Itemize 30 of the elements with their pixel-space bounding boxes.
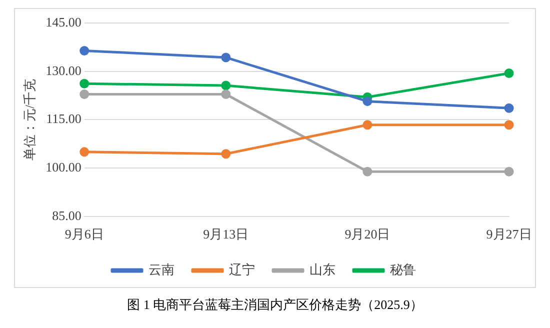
x-tick-label: 9月20日	[344, 226, 390, 242]
x-tick-label: 9月27日	[486, 226, 532, 242]
y-tick-label: 115.00	[46, 111, 82, 126]
point	[80, 147, 90, 157]
y-tick-label: 145.00	[46, 14, 82, 30]
legend-label: 辽宁	[229, 262, 255, 277]
y-tick-label: 100.00	[46, 159, 82, 174]
point	[80, 78, 90, 88]
point	[362, 120, 372, 130]
point	[504, 166, 514, 176]
y-tick-label: 130.00	[46, 62, 82, 78]
legend-label: 云南	[148, 262, 174, 277]
point	[80, 46, 90, 56]
legend-label: 山东	[310, 262, 336, 277]
point	[362, 96, 372, 106]
legend-label: 秘鲁	[390, 262, 416, 277]
x-tick-label: 9月6日	[64, 226, 104, 242]
y-axis-title: 单位：元/千克	[22, 78, 38, 161]
y-tick-label: 85.00	[52, 208, 82, 223]
text: 图 1 电商平台蓝莓主消国内产区价格走势（2025.9）	[126, 296, 424, 314]
point	[221, 80, 231, 90]
point	[80, 89, 90, 99]
point	[504, 120, 514, 130]
point	[504, 103, 514, 113]
x-tick-label: 9月13日	[203, 226, 249, 242]
point	[362, 166, 372, 176]
point	[221, 89, 231, 99]
point	[221, 149, 231, 159]
point	[221, 52, 231, 62]
point	[504, 68, 514, 78]
